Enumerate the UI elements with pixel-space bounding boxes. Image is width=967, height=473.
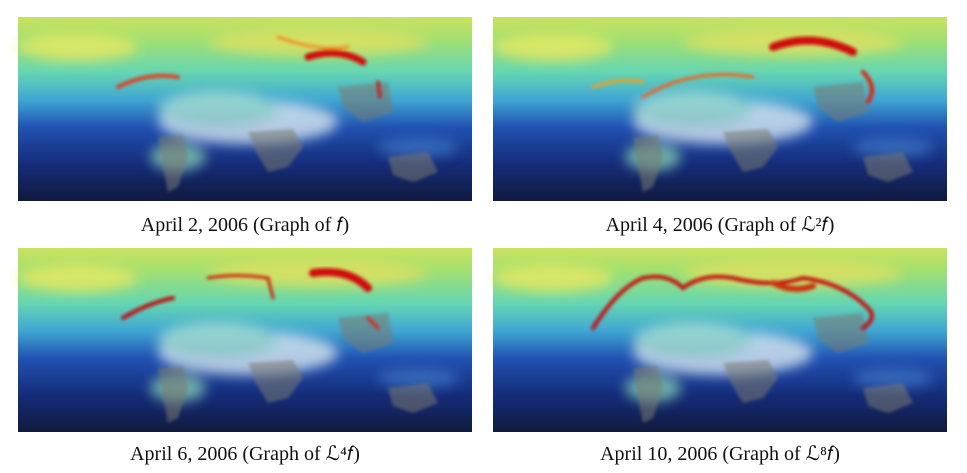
caption: April 10, 2006 (Graph of ℒ⁸𝑓) bbox=[600, 443, 840, 465]
caption: April 4, 2006 (Graph of ℒ²𝑓) bbox=[606, 214, 835, 236]
map-panel bbox=[493, 248, 947, 432]
map-panel bbox=[18, 248, 472, 432]
caption: April 2, 2006 (Graph of 𝑓) bbox=[141, 214, 349, 236]
caption: April 6, 2006 (Graph of ℒ⁴𝑓) bbox=[130, 443, 360, 465]
map-panel bbox=[493, 17, 947, 201]
map-panel bbox=[18, 17, 472, 201]
